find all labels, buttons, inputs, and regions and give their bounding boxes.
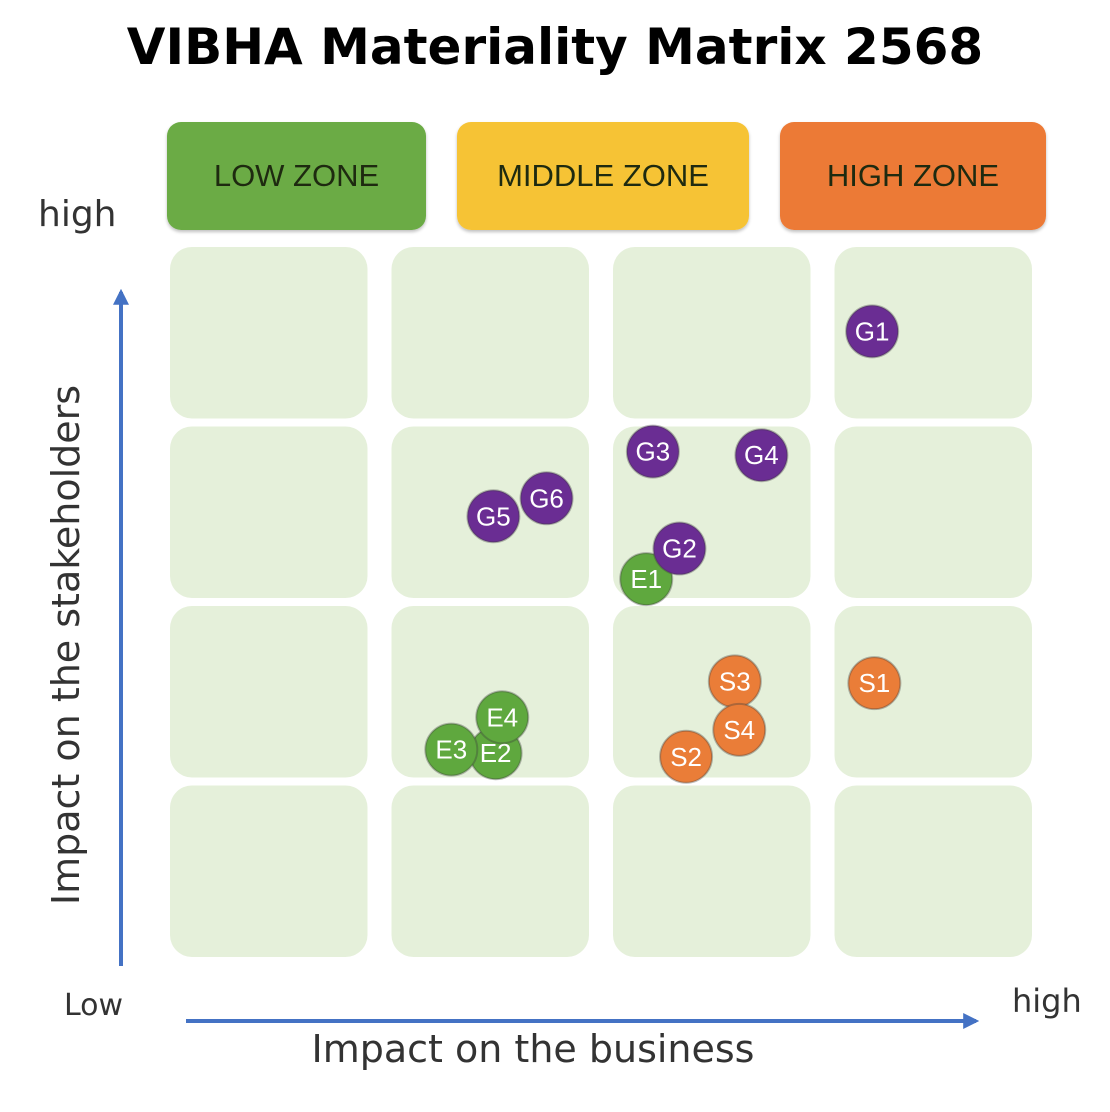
point-e3-label: E3: [435, 735, 467, 765]
matrix-cell-r4-c1: [170, 785, 368, 957]
point-s1-label: S1: [858, 668, 890, 698]
high-zone-label: HIGH ZONE: [780, 122, 1046, 230]
point-s1-marker: [847, 656, 902, 711]
point-s1: S1: [847, 656, 902, 711]
point-s2: S2: [659, 729, 714, 784]
point-g2-label: G2: [662, 534, 697, 564]
matrix-cell-r3-c4: [834, 606, 1032, 778]
point-e3-marker: [424, 722, 479, 777]
low-zone-label: LOW ZONE: [167, 122, 426, 230]
point-e4: E4: [475, 690, 530, 745]
matrix-cell-r1-c2: [391, 247, 589, 419]
point-s4-label: S4: [723, 715, 755, 745]
point-s4-marker: [712, 702, 767, 757]
point-g4-marker: [734, 428, 789, 483]
point-g2: G2: [652, 521, 707, 576]
point-g3: G3: [625, 424, 680, 479]
chart-title: VIBHA Materiality Matrix 2568: [126, 18, 984, 76]
point-g6-marker: [519, 471, 574, 526]
matrix-cell-r4-c2: [391, 785, 589, 957]
point-g6-label: G6: [529, 483, 564, 513]
matrix-cell-r3-c1: [170, 606, 368, 778]
point-g4-label: G4: [744, 440, 779, 470]
matrix-cell-r2-c4: [834, 426, 1032, 598]
x-low-label: Low: [64, 988, 124, 1023]
point-s2-marker: [659, 729, 714, 784]
point-e3: E3: [424, 722, 479, 777]
x-high-label: high: [1012, 982, 1082, 1020]
point-e4-marker: [475, 690, 530, 745]
point-s2-label: S2: [670, 742, 702, 772]
point-e4-label: E4: [486, 702, 518, 732]
point-g3-label: G3: [636, 437, 671, 467]
point-g3-marker: [625, 424, 680, 479]
point-s4: S4: [712, 702, 767, 757]
middle-zone-label: MIDDLE ZONE: [457, 122, 749, 230]
point-e1-label: E1: [630, 564, 662, 594]
point-s3-label: S3: [719, 666, 751, 696]
point-g1: G1: [845, 304, 900, 359]
matrix-cell-r2-c1: [170, 426, 368, 598]
matrix-cell-r1-c4: [834, 247, 1032, 419]
point-g6: G6: [519, 471, 574, 526]
point-e2-label: E2: [480, 738, 512, 768]
point-s3: S3: [707, 654, 762, 709]
matrix-cell-r4-c3: [613, 785, 811, 957]
point-g5-marker: [466, 489, 521, 544]
point-e1: E1: [619, 552, 674, 607]
point-g5: G5: [466, 489, 521, 544]
matrix-cell-r4-c4: [834, 785, 1032, 957]
y-high-label: high: [38, 194, 117, 235]
x-axis-label: Impact on the business: [311, 1027, 755, 1071]
point-e1-marker: [619, 552, 674, 607]
point-g1-marker: [845, 304, 900, 359]
point-g2-marker: [652, 521, 707, 576]
matrix-cell-r1-c3: [613, 247, 811, 419]
matrix-cell-r1-c1: [170, 247, 368, 419]
point-g4: G4: [734, 428, 789, 483]
point-g5-label: G5: [476, 501, 511, 531]
point-g1-label: G1: [855, 316, 890, 346]
